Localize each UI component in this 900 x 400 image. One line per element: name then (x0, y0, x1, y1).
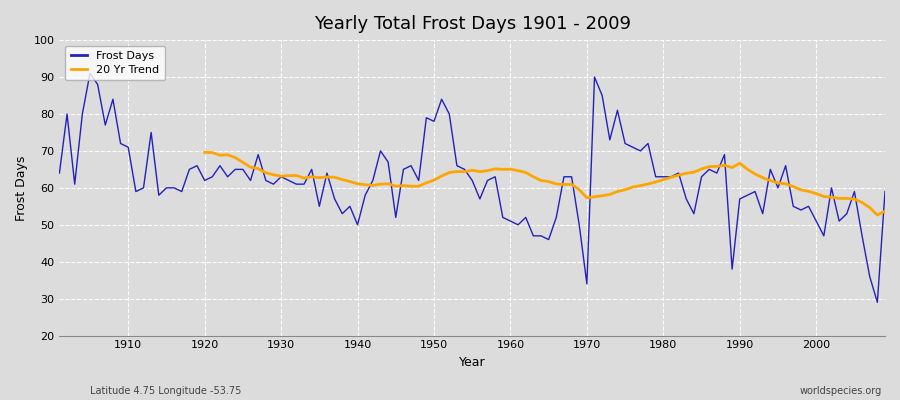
Frost Days (54, 171, 65, 176)
Frost Days (291, 182, 302, 186)
Title: Yearly Total Frost Days 1901 - 2009: Yearly Total Frost Days 1901 - 2009 (314, 15, 631, 33)
20 Yr Trend (879, 209, 890, 214)
Frost Days (879, 189, 890, 194)
Frost Days (122, 145, 133, 150)
Frost Days (872, 300, 883, 305)
Frost Days (505, 219, 516, 224)
Y-axis label: Frost Days: Frost Days (15, 155, 28, 220)
20 Yr Trend (765, 178, 776, 183)
20 Yr Trend (291, 173, 302, 178)
20 Yr Trend (780, 181, 791, 186)
Frost Days (605, 138, 616, 142)
Frost Days (337, 211, 347, 216)
Line: 20 Yr Trend: 20 Yr Trend (204, 152, 885, 215)
20 Yr Trend (406, 184, 417, 188)
Text: Latitude 4.75 Longitude -53.75: Latitude 4.75 Longitude -53.75 (90, 386, 241, 396)
Legend: Frost Days, 20 Yr Trend: Frost Days, 20 Yr Trend (65, 46, 165, 80)
Frost Days (513, 222, 524, 227)
20 Yr Trend (673, 173, 684, 178)
20 Yr Trend (199, 150, 210, 155)
X-axis label: Year: Year (459, 356, 485, 369)
Frost Days (85, 71, 95, 76)
Line: Frost Days: Frost Days (59, 73, 885, 302)
Text: worldspecies.org: worldspecies.org (800, 386, 882, 396)
20 Yr Trend (872, 212, 883, 217)
20 Yr Trend (849, 197, 859, 202)
